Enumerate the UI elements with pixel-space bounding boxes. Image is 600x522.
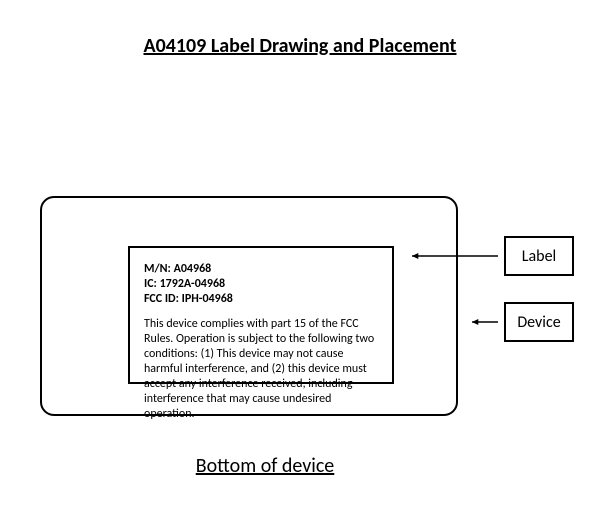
label-ic: IC: 1792A-04968	[144, 277, 378, 292]
arrow-to-label	[403, 247, 507, 266]
label-fcc-id: FCC ID: IPH-04968	[144, 292, 378, 307]
label-mn: M/N: A04968	[144, 262, 378, 277]
label-box: M/N: A04968 IC: 1792A-04968 FCC ID: IPH-…	[128, 246, 394, 384]
label-fcc-text: This device complies with part 15 of the…	[144, 317, 378, 422]
page-title: A04109 Label Drawing and Placement	[0, 34, 600, 58]
legend-device-box: Device	[504, 302, 574, 342]
bottom-caption: Bottom of device	[190, 454, 340, 478]
legend-label-text: Label	[522, 247, 556, 266]
legend-label-box: Label	[504, 236, 574, 276]
diagram-canvas: A04109 Label Drawing and Placement M/N: …	[0, 0, 600, 522]
arrow-to-device	[463, 313, 507, 332]
legend-device-text: Device	[517, 313, 560, 332]
